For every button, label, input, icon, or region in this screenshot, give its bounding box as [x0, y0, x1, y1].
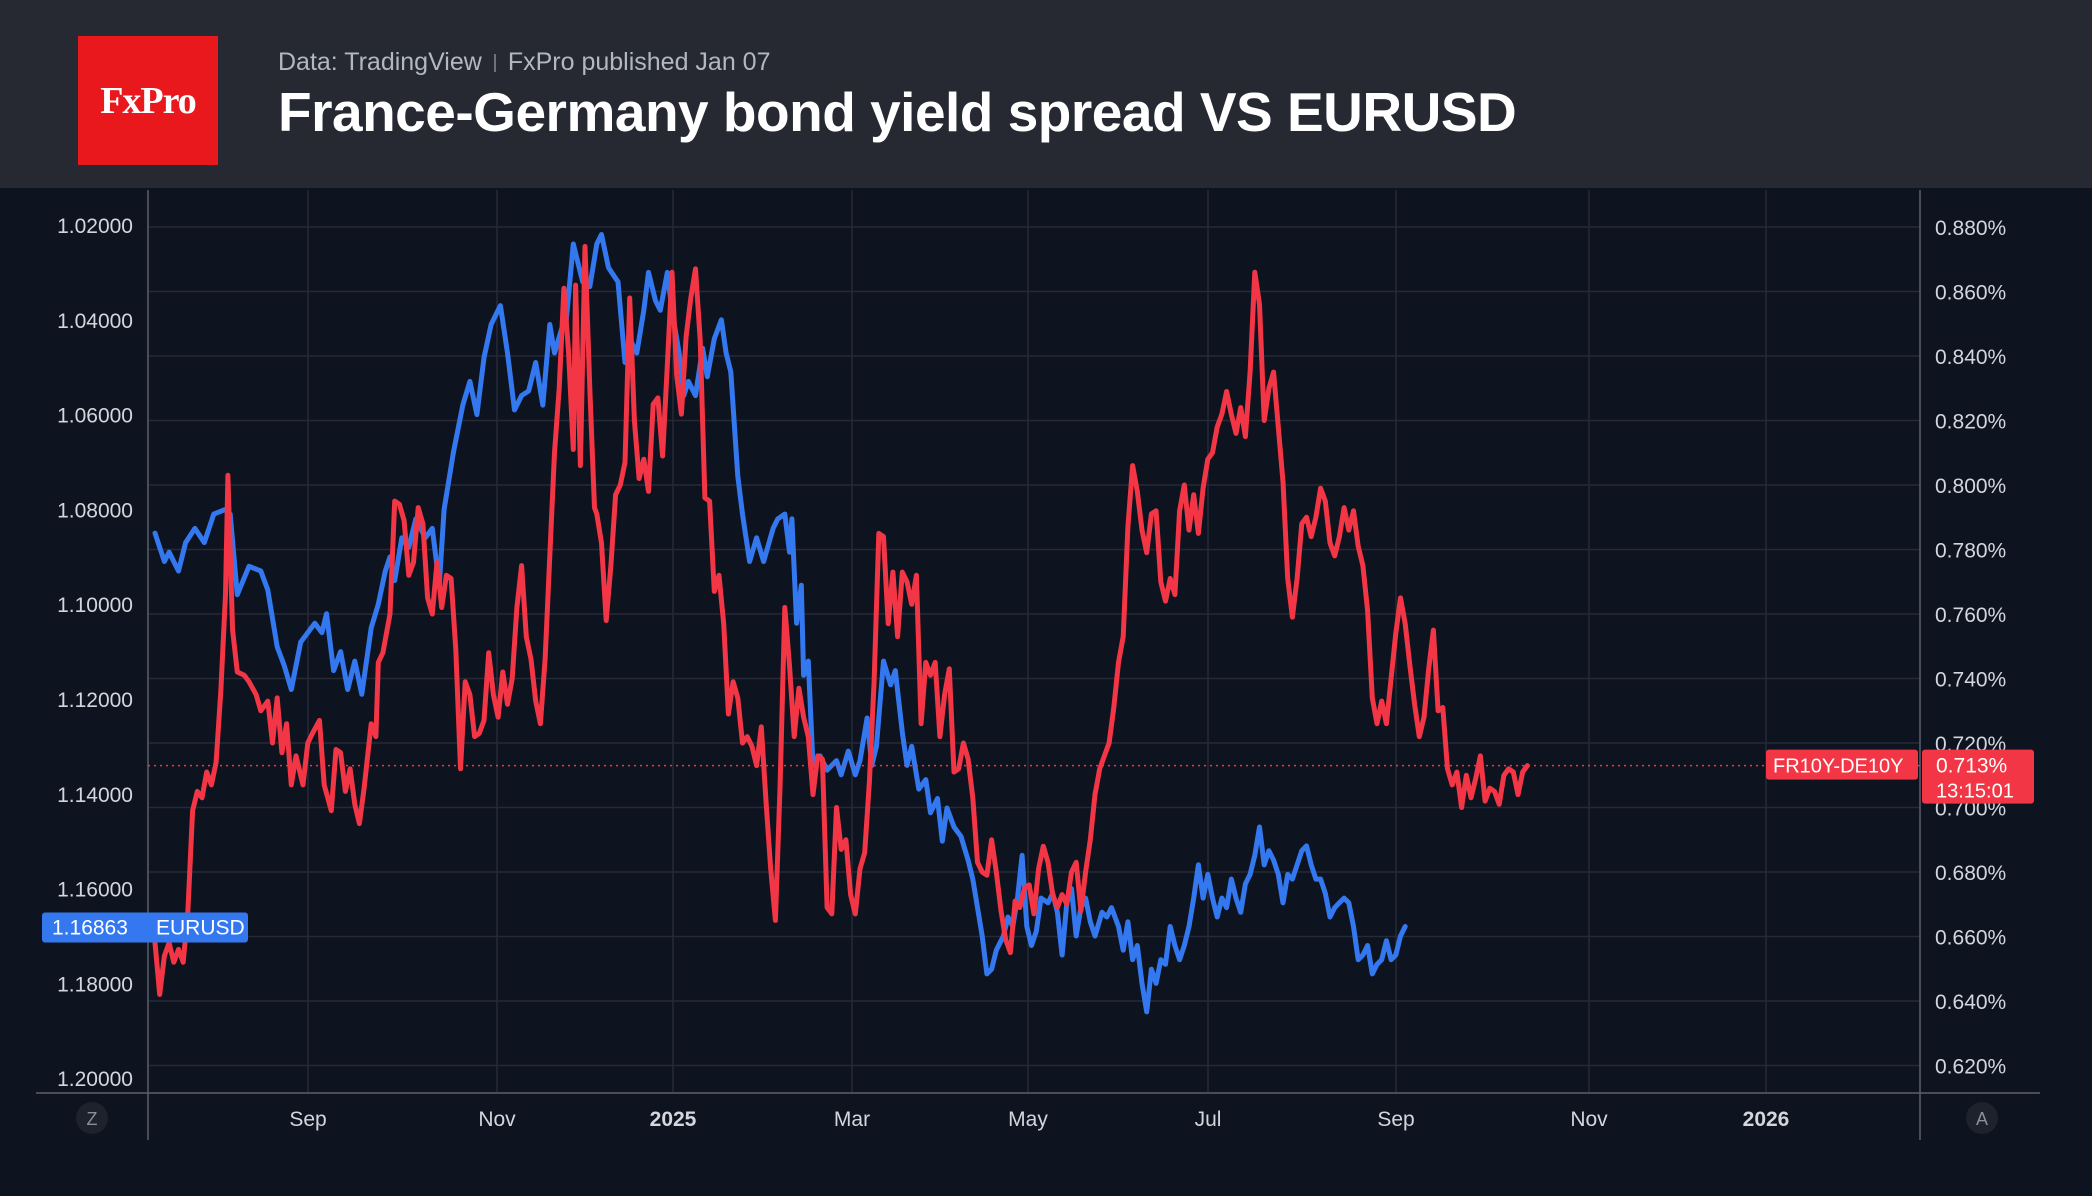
left-scale-button[interactable]	[76, 1102, 108, 1134]
x-tick-label: May	[1008, 1108, 1048, 1131]
left-tick-label: 1.12000	[57, 689, 133, 712]
source-line: Data: TradingView FxPro published Jan 07	[278, 48, 771, 77]
logo-text: FxPro	[100, 79, 197, 122]
left-tick-label: 1.14000	[57, 784, 133, 807]
right-tick-label: 0.660%	[1935, 927, 2006, 950]
labels-layer: Sep Nov 2025 Mar May Jul Sep Nov 2026 0.880% 0.860…	[42, 215, 2034, 1134]
auto-scale-button[interactable]	[1966, 1102, 1998, 1134]
x-tick-label: 2025	[650, 1108, 697, 1131]
right-tick-label: 0.860%	[1935, 282, 2006, 305]
x-tick-label: Nov	[478, 1108, 516, 1131]
right-tick-label: 0.680%	[1935, 862, 2006, 885]
eurusd-series-name: EURUSD	[156, 917, 245, 940]
spread-last-value: 0.713%	[1936, 755, 2007, 778]
spread-name-tag	[1766, 749, 1918, 780]
x-tick-label: Mar	[834, 1108, 870, 1131]
axes	[36, 190, 2040, 1140]
x-tick-label: 2026	[1743, 1108, 1790, 1131]
left-tick-label: 1.06000	[57, 405, 133, 428]
right-tick-label: 0.640%	[1935, 991, 2006, 1014]
grid	[148, 190, 1920, 1092]
chart-header: FxPro Data: TradingView FxPro published …	[0, 0, 2092, 188]
right-tick-label: 0.880%	[1935, 217, 2006, 240]
left-tick-label: 1.16000	[57, 879, 133, 902]
right-tick-label: 0.840%	[1935, 346, 2006, 369]
x-tick-label: Nov	[1570, 1108, 1608, 1131]
right-tick-label: 0.800%	[1935, 475, 2006, 498]
left-tick-label: 1.10000	[57, 594, 133, 617]
separator	[493, 53, 496, 72]
x-tick-label: Sep	[289, 1108, 326, 1131]
spread-series-name: FR10Y-DE10Y	[1773, 756, 1903, 778]
left-tick-label: 1.08000	[57, 499, 133, 522]
right-tick-label: 0.780%	[1935, 540, 2006, 563]
chart-title: France-Germany bond yield spread VS EURU…	[278, 81, 1517, 143]
spread-value-tag	[1922, 749, 2034, 804]
auto-scale-label: A	[1976, 1109, 1988, 1129]
x-tick-label: Sep	[1377, 1108, 1414, 1131]
left-tick-label: 1.18000	[57, 973, 133, 996]
fxpro-logo: FxPro	[78, 36, 218, 165]
left-tick-label: 1.04000	[57, 310, 133, 333]
eurusd-last-value: 1.16863	[52, 917, 128, 940]
right-tick-label: 0.620%	[1935, 1056, 2006, 1079]
spread-line[interactable]	[152, 243, 1530, 997]
spread-countdown: 13:15:01	[1936, 781, 2014, 803]
x-tick-label: Jul	[1195, 1108, 1222, 1131]
data-source: Data: TradingView	[278, 48, 482, 76]
left-tick-label: 1.20000	[57, 1068, 133, 1091]
left-scale-label: Z	[87, 1109, 98, 1129]
series-layer	[148, 232, 1920, 1015]
eurusd-value-tag	[42, 912, 248, 943]
right-tick-label: 0.740%	[1935, 669, 2006, 692]
left-tick-label: 1.02000	[57, 215, 133, 238]
published-date: FxPro published Jan 07	[507, 48, 771, 76]
right-tick-label: 0.760%	[1935, 604, 2006, 627]
right-tick-label: 0.820%	[1935, 411, 2006, 434]
eurusd-line[interactable]	[152, 232, 1408, 1015]
